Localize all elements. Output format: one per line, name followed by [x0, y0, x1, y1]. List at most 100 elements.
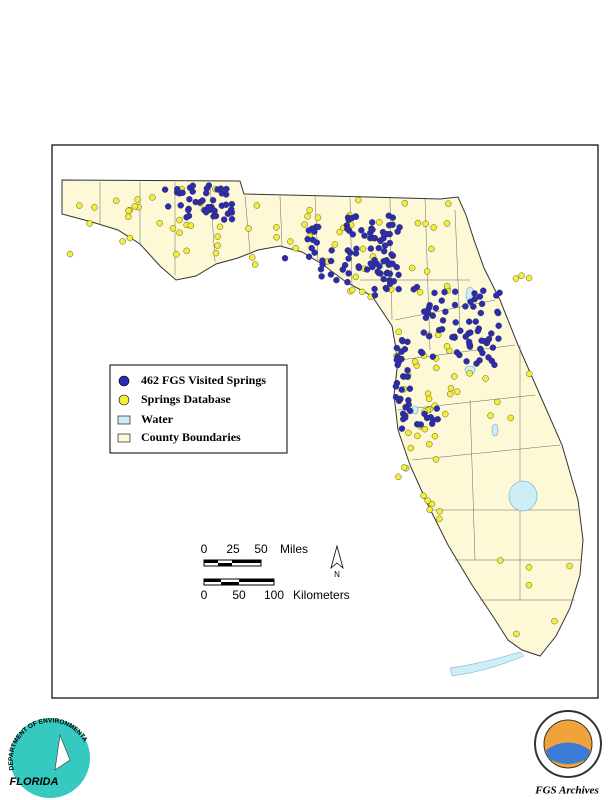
spring-database-site: [551, 617, 558, 625]
spring-database-site: [169, 225, 177, 232]
visited-spring: [314, 223, 322, 231]
spring-database-site: [512, 275, 520, 282]
scale-label: Kilometers: [293, 588, 350, 602]
scale-bar: [218, 563, 232, 566]
visited-spring: [179, 189, 186, 197]
visited-spring: [228, 206, 235, 213]
visited-spring: [427, 414, 434, 421]
visited-spring: [433, 405, 441, 412]
visited-spring: [432, 304, 440, 312]
spring-database-site: [407, 444, 415, 452]
visited-spring: [476, 293, 484, 300]
spring-database-site: [216, 223, 224, 231]
visited-spring: [318, 273, 325, 280]
visited-spring: [388, 251, 395, 258]
spring-database-site: [525, 581, 533, 589]
spring-database-site: [156, 219, 163, 227]
spring-database-site: [173, 251, 180, 258]
visited-spring: [472, 318, 479, 325]
legend-symbol: [117, 415, 131, 425]
visited-spring: [410, 286, 417, 293]
visited-spring: [371, 285, 378, 293]
florida-outline: [61, 179, 584, 657]
visited-spring: [438, 326, 446, 333]
visited-spring: [421, 308, 428, 315]
visited-spring: [467, 329, 474, 336]
visited-spring: [493, 292, 500, 299]
visited-spring: [367, 245, 375, 252]
spring-database-site: [421, 425, 429, 433]
visited-spring: [476, 357, 483, 364]
spring-database-site: [304, 213, 311, 220]
visited-spring: [413, 421, 421, 428]
visited-spring: [389, 221, 396, 228]
visited-spring: [352, 213, 359, 220]
spring-database-site: [131, 203, 139, 210]
visited-spring: [422, 314, 430, 321]
visited-spring: [189, 182, 197, 189]
spring-database-site: [443, 343, 451, 350]
visited-spring: [184, 206, 192, 214]
spring-database-site: [183, 247, 190, 255]
spring-database-site: [176, 216, 183, 224]
spring-database-site: [86, 220, 93, 227]
visited-spring: [398, 425, 406, 432]
spring-database-site: [431, 432, 439, 440]
visited-spring: [425, 304, 433, 312]
spring-database-site: [442, 410, 449, 418]
visited-spring: [308, 244, 315, 252]
visited-spring: [470, 303, 477, 310]
spring-database-site: [422, 220, 429, 228]
scale-bar: [204, 560, 218, 563]
visited-spring: [209, 196, 217, 204]
spring-database-site: [432, 456, 440, 463]
spring-database-site: [494, 398, 501, 406]
spring-database-site: [336, 228, 343, 236]
visited-spring: [177, 202, 184, 209]
spring-database-site: [414, 219, 422, 227]
visited-spring: [442, 308, 449, 315]
visited-spring: [397, 395, 404, 403]
visited-spring: [441, 288, 448, 296]
visited-spring: [161, 186, 169, 193]
visited-spring: [218, 190, 226, 197]
spring-database-site: [566, 562, 573, 570]
visited-spring: [406, 385, 414, 392]
legend-label: County Boundaries: [141, 430, 241, 444]
spring-database-site: [426, 506, 433, 513]
visited-spring: [404, 373, 411, 380]
springs: [66, 182, 573, 638]
scale-label: 50: [254, 542, 268, 556]
legend-symbol: [118, 394, 130, 406]
spring-database-site: [251, 261, 259, 268]
spring-database-site: [359, 245, 367, 253]
visited-spring: [345, 255, 352, 262]
visited-spring: [421, 410, 428, 418]
bird: [54, 733, 71, 771]
spring-database-site: [376, 219, 383, 226]
visited-spring: [467, 298, 474, 305]
visited-spring: [223, 185, 230, 193]
spring-database-site: [176, 229, 183, 236]
visited-spring: [438, 297, 445, 304]
visited-spring: [385, 212, 393, 219]
spring-database-site: [245, 225, 252, 232]
visited-spring: [371, 292, 379, 299]
visited-spring: [491, 361, 498, 369]
spring-database-site: [443, 220, 451, 227]
visited-spring: [471, 290, 478, 297]
spring-database-site: [416, 289, 424, 296]
spring-database-site: [424, 390, 432, 397]
visited-spring: [478, 300, 486, 308]
spring-database-site: [433, 364, 440, 372]
visited-spring: [400, 415, 407, 423]
visited-spring: [183, 214, 190, 221]
visited-spring: [370, 234, 377, 242]
visited-spring: [417, 348, 425, 356]
spring-database-site: [454, 388, 461, 395]
spring-database-site: [249, 254, 256, 261]
visited-spring: [405, 397, 412, 404]
scale-label: 0: [201, 542, 208, 556]
